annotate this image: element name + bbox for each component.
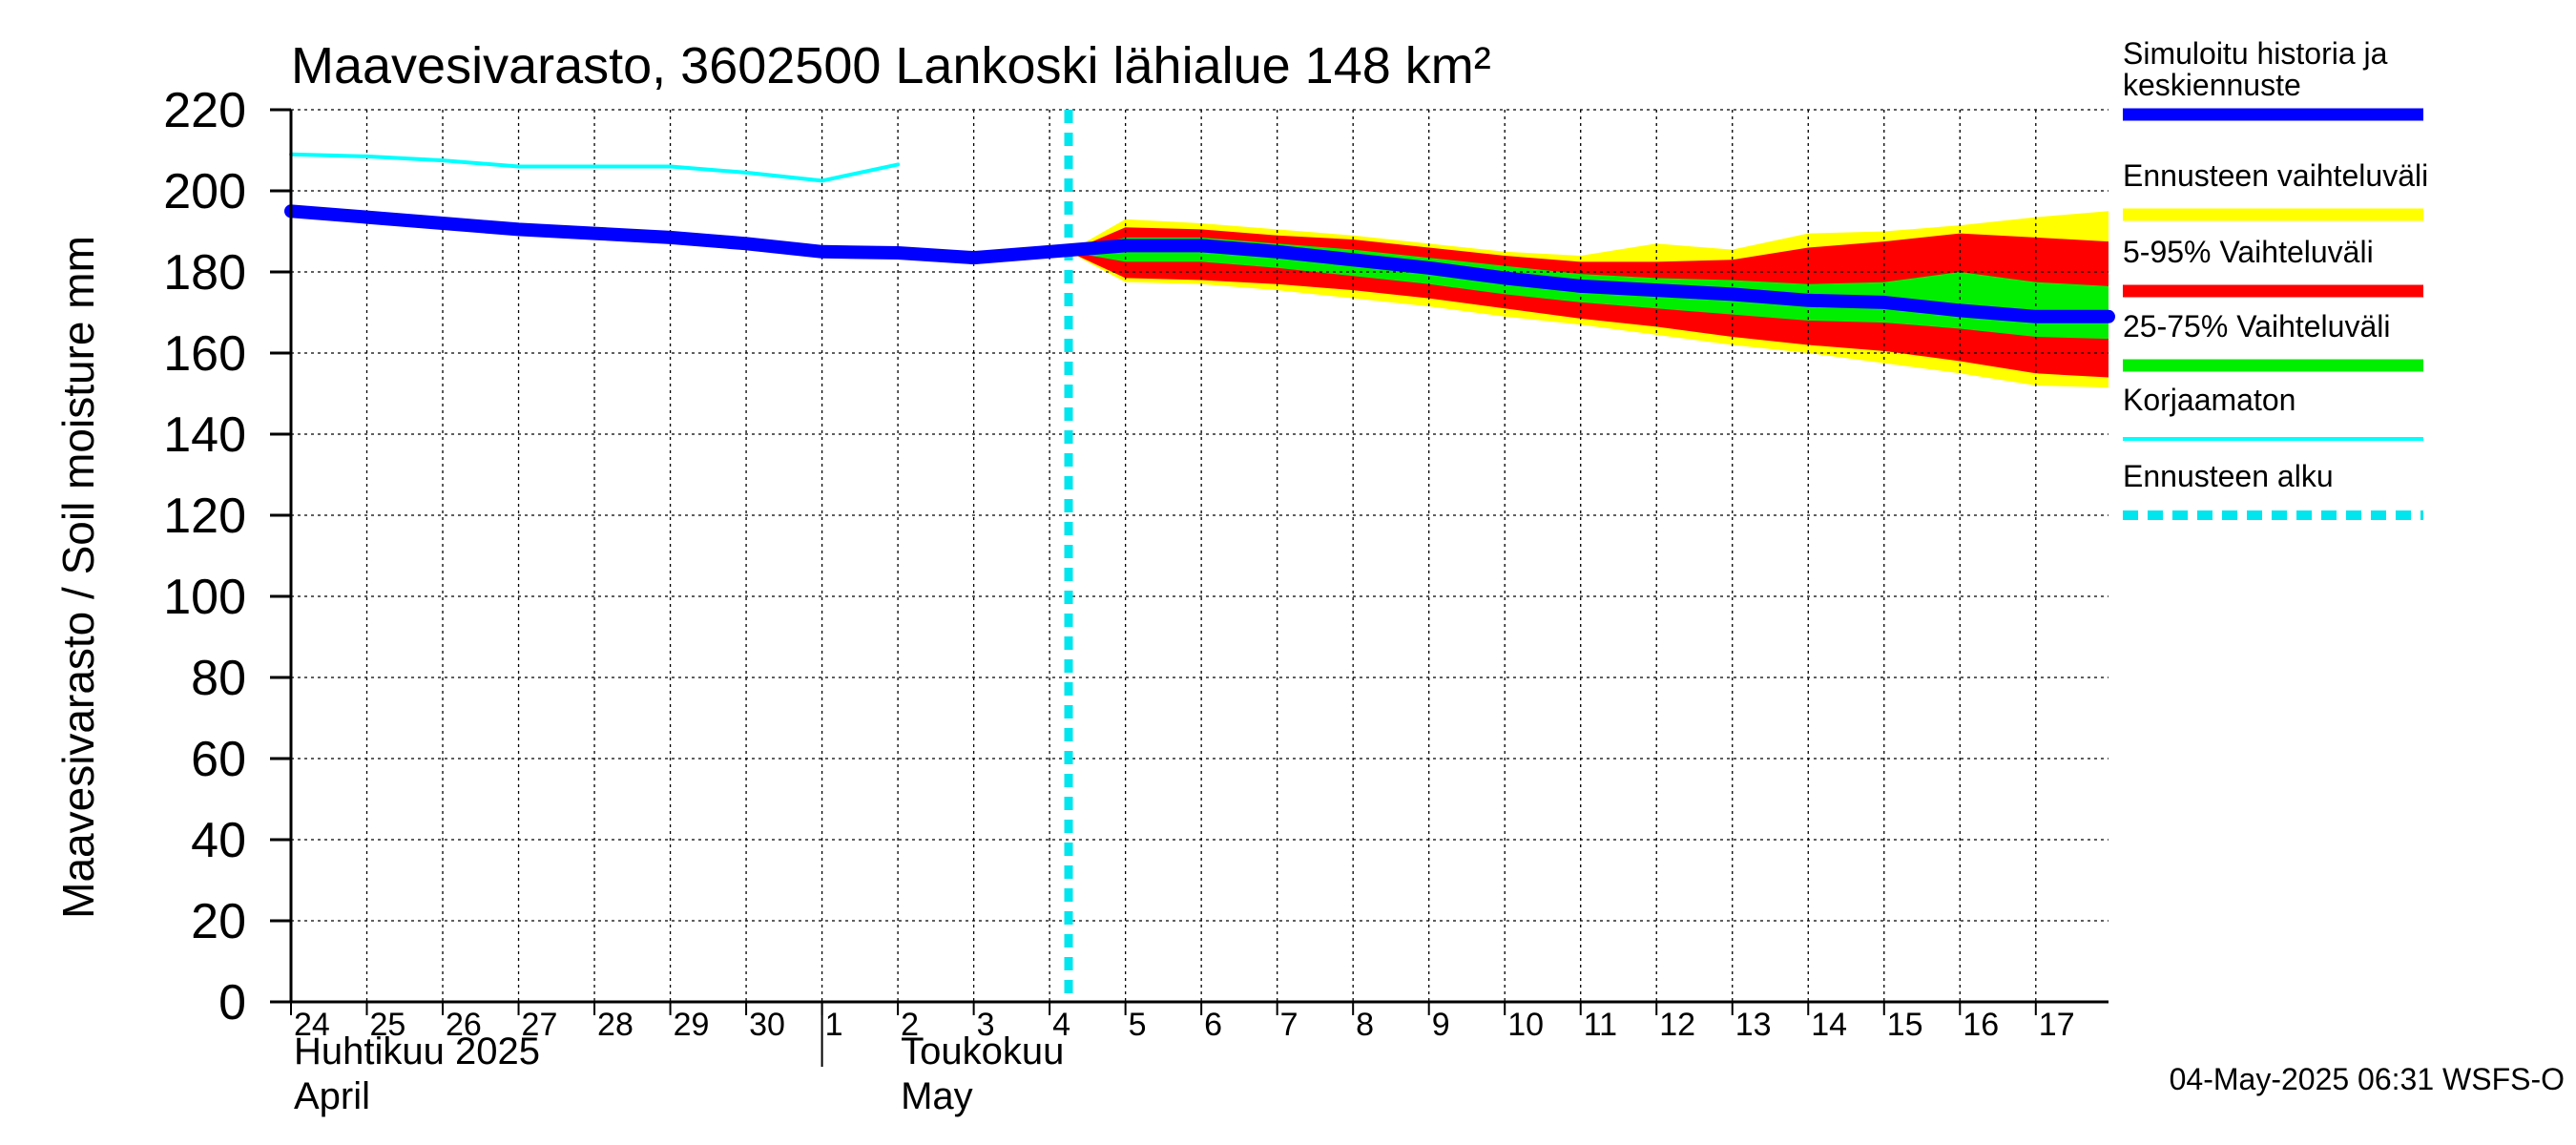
legend-label-0: Simuloitu historia ja	[2123, 36, 2388, 71]
x-tick-label: 4	[1052, 1007, 1070, 1043]
x-tick-label: 7	[1280, 1007, 1298, 1043]
x-tick-label: 17	[2039, 1007, 2075, 1043]
x-tick-label: 24	[294, 1007, 330, 1043]
x-tick-label: 1	[825, 1007, 843, 1043]
y-tick-label: 0	[218, 975, 246, 1030]
x-tick-label: 29	[674, 1007, 710, 1043]
timestamp-footer: 04-May-2025 06:31 WSFS-O	[2170, 1062, 2565, 1096]
x-tick-label: 30	[749, 1007, 785, 1043]
x-tick-label: 16	[1963, 1007, 1999, 1043]
legend-label-5: Ennusteen alku	[2123, 459, 2334, 493]
legend-label-2: 5-95% Vaihteluväli	[2123, 235, 2374, 269]
y-tick-label: 160	[163, 326, 246, 382]
x-tick-label: 12	[1659, 1007, 1695, 1043]
x-tick-label: 28	[597, 1007, 634, 1043]
month-label-en-1: May	[901, 1075, 973, 1117]
data-lines	[284, 110, 2115, 1002]
y-tick-label: 20	[191, 894, 246, 949]
x-tick-label: 8	[1356, 1007, 1374, 1043]
y-tick-label: 120	[163, 489, 246, 544]
y-tick-labels: 0 20 40 60 80 100 120 140 160 180 200 220	[163, 83, 246, 1030]
x-tick-label: 27	[522, 1007, 558, 1043]
month-label-0: Huhtikuu 2025	[294, 1030, 540, 1072]
forecast-bands	[1069, 211, 2109, 388]
x-tick-label: 10	[1507, 1007, 1544, 1043]
series-line-1	[289, 152, 901, 183]
x-tick-label: 3	[977, 1007, 995, 1043]
y-tick-label: 40	[191, 813, 246, 868]
month-label-en-0: April	[294, 1075, 370, 1117]
x-tick-label: 5	[1129, 1007, 1147, 1043]
x-tick-labels: 24 25 26 27 28 29 30 1 2 3 4 5 6 7 8 9 10 11 12 13 14 15 16 17	[294, 1007, 2075, 1043]
x-tick-label: 15	[1887, 1007, 1923, 1043]
x-tick-label: 26	[446, 1007, 482, 1043]
y-tick-label: 80	[191, 651, 246, 706]
grid-lines	[291, 109, 2109, 1002]
x-tick-label: 11	[1584, 1007, 1617, 1043]
x-tick-label: 25	[370, 1007, 406, 1043]
y-tick-label: 140	[163, 407, 246, 463]
chart-title: Maavesivarasto, 3602500 Lankoski lähialu…	[291, 37, 1491, 94]
x-tick-label: 2	[901, 1007, 919, 1043]
y-tick-label: 220	[163, 83, 246, 138]
axes	[270, 108, 2109, 1067]
x-tick-label: 6	[1204, 1007, 1222, 1043]
month-label-1: Toukokuu	[901, 1030, 1064, 1072]
y-tick-label: 200	[163, 164, 246, 219]
x-tick-label: 14	[1811, 1007, 1847, 1043]
series-line-0	[284, 204, 2115, 323]
legend-label-4: Korjaamaton	[2123, 383, 2296, 417]
y-tick-label: 180	[163, 245, 246, 301]
y-tick-label: 100	[163, 570, 246, 625]
y-axis-label: Maavesivarasto / Soil moisture mm	[53, 236, 103, 919]
y-tick-label: 60	[191, 732, 246, 787]
legend-label-1: Ennusteen vaihteluväli	[2123, 158, 2428, 193]
legend-label-3: 25-75% Vaihteluväli	[2123, 309, 2390, 344]
x-tick-label: 9	[1432, 1007, 1450, 1043]
x-tick-label: 13	[1735, 1007, 1772, 1043]
legend-label-0-b: keskiennuste	[2123, 68, 2301, 102]
